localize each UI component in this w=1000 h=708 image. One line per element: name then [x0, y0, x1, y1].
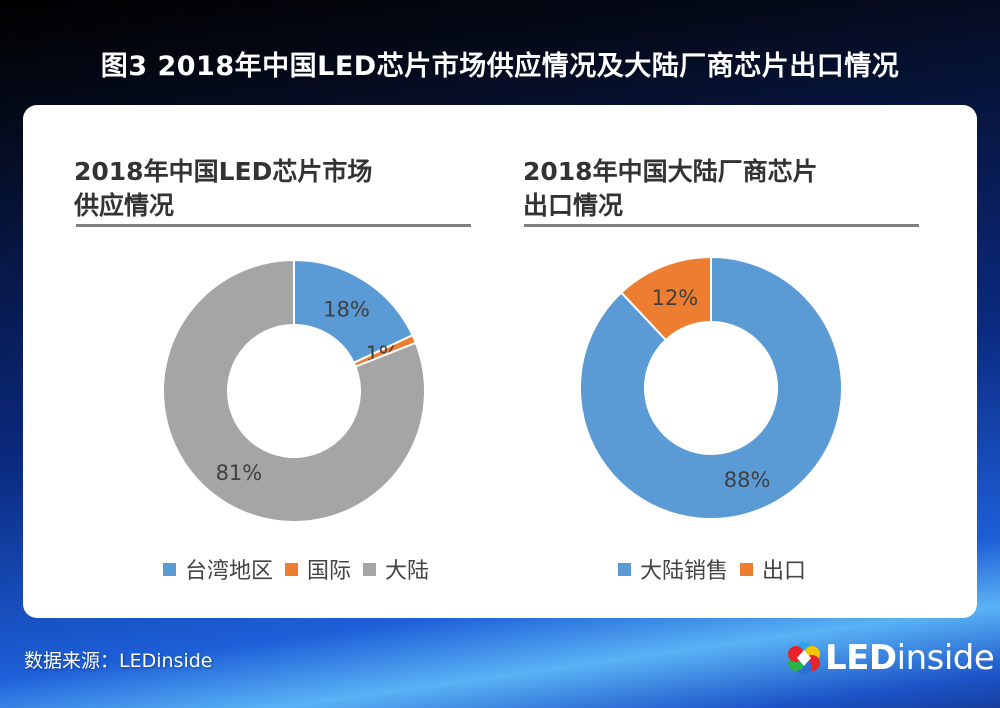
legend-label: 台湾地区	[185, 559, 274, 584]
legend-swatch	[618, 562, 631, 576]
chart2-title-line1: 2018年中国大陆厂商芯片	[523, 157, 818, 186]
legend-item: 出口	[740, 553, 806, 585]
chart1-underline	[76, 224, 471, 227]
chart1-title-line2: 供应情况	[74, 191, 175, 220]
data-label: 18%	[323, 297, 370, 321]
ledinside-logo: LEDinside	[787, 638, 995, 678]
legend-swatch	[285, 562, 299, 576]
legend-item: 大陆销售	[618, 553, 728, 585]
legend-item: 国际	[285, 553, 351, 585]
legend-swatch	[740, 562, 754, 576]
legend-item: 大陆	[363, 553, 429, 585]
source-note: 数据来源：LEDinside	[24, 650, 213, 672]
legend-item: 台湾地区	[163, 553, 273, 585]
chart1-legend: 台湾地区 国际 大陆	[163, 553, 441, 585]
legend-swatch	[363, 562, 377, 576]
logo-mark-icon	[788, 642, 820, 675]
legend-swatch	[163, 562, 176, 576]
donut-slice-1-3	[162, 258, 426, 523]
donut-slice-2-1	[579, 255, 843, 520]
logo-text-rest: inside	[896, 638, 995, 678]
chart2-title-line2: 出口情况	[523, 191, 624, 220]
legend-label: 大陆销售	[640, 559, 729, 584]
donut-slice-2-2	[619, 255, 712, 342]
legend-label: 大陆	[385, 559, 430, 584]
data-label: 81%	[216, 461, 263, 485]
chart1-title-line1: 2018年中国LED芯片市场	[74, 157, 373, 186]
chart2-underline	[524, 224, 919, 227]
logo-text-bold: LED	[825, 638, 897, 678]
data-label: 12%	[652, 286, 699, 310]
chart1-title: 2018年中国LED芯片市场 供应情况	[74, 155, 372, 223]
page-title: 图3 2018年中国LED芯片市场供应情况及大陆厂商芯片出口情况	[100, 51, 900, 82]
legend-label: 出口	[762, 559, 807, 584]
chart2-legend: 大陆销售 出口	[618, 553, 818, 585]
legend-label: 国际	[307, 559, 352, 584]
chart2-title: 2018年中国大陆厂商芯片 出口情况	[523, 155, 818, 223]
data-label: 88%	[724, 468, 771, 492]
